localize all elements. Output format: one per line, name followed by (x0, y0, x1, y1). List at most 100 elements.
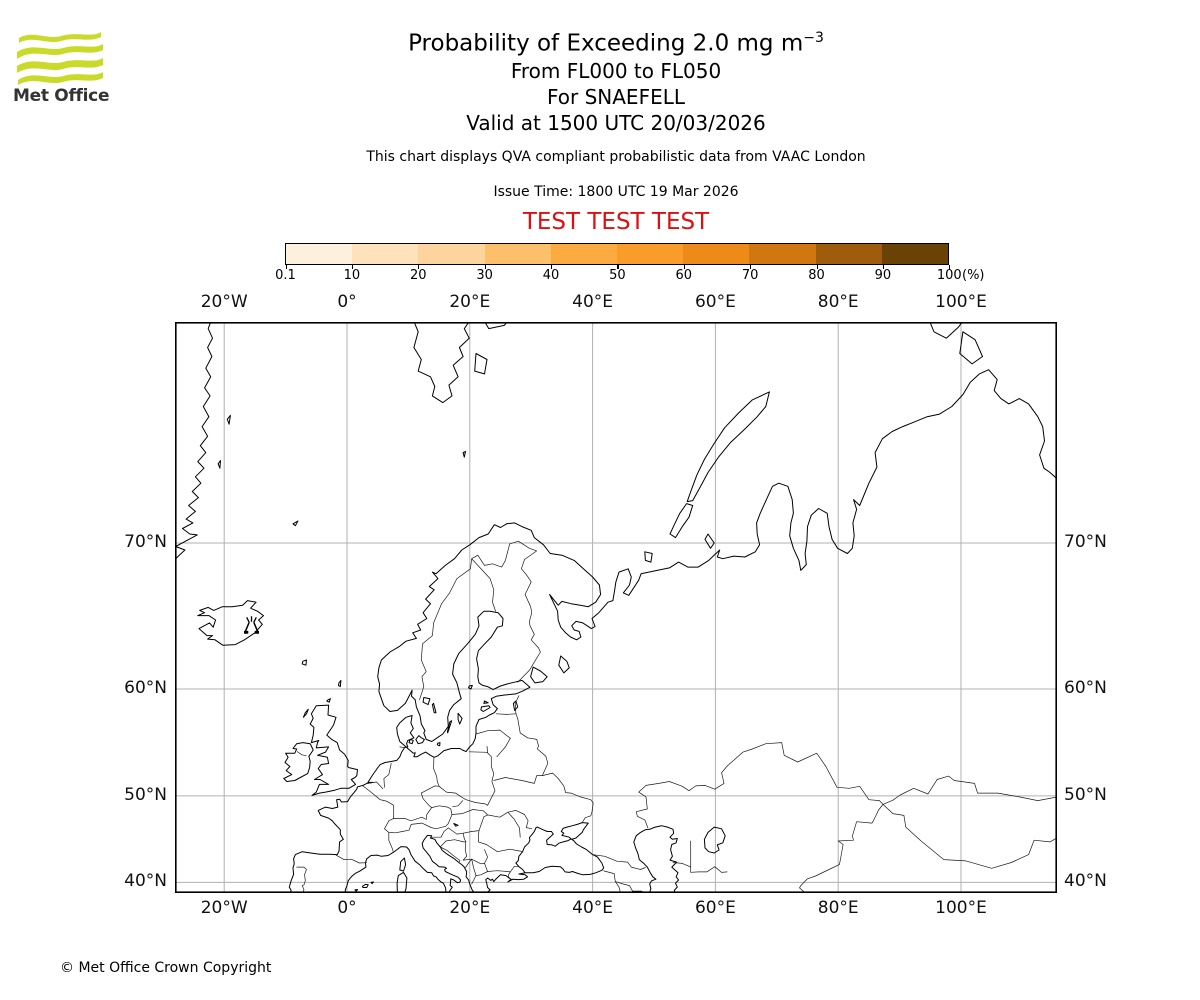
lat-label-left: 70°N (124, 531, 167, 552)
country-border-path (484, 863, 488, 872)
country-border-path (471, 858, 485, 865)
country-border-path (509, 865, 520, 873)
page-title-text: Probability of Exceeding 2.0 mg m (408, 30, 804, 57)
colorbar-tick-label: 60 (675, 268, 693, 283)
lon-label-top: 40°E (572, 292, 614, 312)
test-banner: TEST TEST TEST (522, 208, 710, 235)
coastline-path (217, 460, 221, 469)
lon-label-bottom: 40°E (572, 898, 614, 918)
coastline-path (480, 705, 491, 712)
lon-label-top: 80°E (817, 292, 859, 312)
country-border-path (524, 814, 533, 830)
country-border-path (420, 785, 440, 794)
subtitle-volcano: For SNAEFELL (546, 84, 685, 109)
coastline-path (462, 451, 466, 458)
country-border-path (486, 844, 523, 853)
country-border-path (882, 804, 1058, 869)
country-border-path (487, 810, 525, 818)
country-border-path (431, 805, 452, 810)
coastline-path (446, 720, 453, 734)
lat-label-right: 40°N (1064, 871, 1107, 892)
country-border-path (296, 866, 307, 895)
coastline-path (396, 871, 408, 895)
colorbar-tick (949, 265, 951, 269)
subtitle-valid-time: Valid at 1500 UTC 20/03/2026 (466, 110, 766, 135)
lon-label-top: 20°W (200, 292, 248, 312)
lon-label-top: 60°E (694, 292, 736, 312)
map-canvas (173, 315, 1058, 895)
country-border-path (335, 854, 368, 864)
colorbar-tick (750, 265, 752, 269)
country-border-path (799, 804, 884, 895)
country-border-path (462, 832, 467, 843)
colorbar-tick-label: 30 (476, 268, 493, 283)
country-border-path (462, 841, 468, 861)
country-border-path (296, 751, 307, 757)
coastline-path (337, 679, 342, 688)
colorbar-tick-label: 70 (741, 268, 759, 283)
colorbar-tick-label: 40 (542, 268, 560, 283)
lon-label-bottom: 100°E (935, 898, 987, 918)
coastline-path (344, 846, 447, 895)
page-title: Probability of Exceeding 2.0 mg m−3 (175, 24, 1057, 58)
colorbar-tick-label: 50 (609, 268, 626, 283)
colorbar-tick-label: 90 (874, 268, 892, 283)
lake-path (530, 666, 548, 684)
country-border-path (439, 846, 461, 863)
colorbar-segment (352, 244, 419, 264)
coastline-path (704, 533, 715, 549)
lon-label-top: 20°E (449, 292, 491, 312)
country-border-path (592, 854, 646, 870)
country-border-path (471, 814, 488, 832)
country-border-path (384, 814, 453, 834)
country-border-path (614, 881, 633, 895)
coastline-path (302, 708, 309, 718)
lake-path (453, 823, 459, 827)
lat-label-left: 60°N (124, 678, 167, 699)
coastline-path (468, 684, 473, 690)
country-border-path (478, 830, 487, 845)
colorbar-tick (351, 265, 354, 269)
lat-label-right: 70°N (1064, 531, 1107, 552)
country-border-path (447, 827, 464, 835)
lake-path (558, 655, 570, 674)
europe-map-svg (173, 315, 1058, 895)
issue-time: Issue Time: 1800 UTC 19 Mar 2026 (493, 183, 739, 200)
country-border-path (468, 745, 488, 753)
country-border-path (486, 751, 496, 806)
chart-description: This chart displays QVA compliant probab… (366, 148, 866, 165)
colorbar-tick-label: 0.1 (275, 268, 296, 283)
lon-label-top: 0° (337, 292, 357, 312)
colorbar-segment (815, 244, 882, 264)
country-border-path (471, 858, 477, 885)
coastline-path (686, 391, 770, 503)
coastline-path (226, 414, 231, 425)
coastline-path (283, 742, 314, 782)
country-border-path (882, 775, 1058, 805)
colorbar-tick (816, 265, 818, 269)
country-border-path (452, 800, 464, 808)
copyright-text: © Met Office Crown Copyright (60, 960, 272, 976)
country-border-path (507, 811, 521, 838)
coastline-path (506, 369, 1058, 641)
lake-path (431, 702, 437, 714)
country-border-path (462, 858, 473, 861)
country-border-path (439, 839, 467, 848)
lat-label-left: 50°N (124, 784, 167, 805)
volcano-marker-stroke (244, 622, 259, 633)
country-border-path (514, 695, 520, 719)
coastline-path (703, 826, 726, 854)
country-border-path (672, 862, 692, 868)
colorbar-tick-label: 10 (343, 268, 361, 283)
coastline-path (301, 659, 307, 666)
coastline-path (197, 600, 264, 646)
coastline-path (411, 315, 474, 404)
colorbar-tick-label: 20 (409, 268, 427, 283)
country-border-path (517, 718, 528, 739)
coastline-path (421, 834, 477, 895)
coastline-path (173, 315, 214, 561)
lat-label-right: 60°N (1064, 678, 1107, 699)
colorbar-tick (882, 265, 885, 269)
country-border-path (465, 858, 473, 868)
colorbar-tick-label: 80 (808, 268, 825, 283)
